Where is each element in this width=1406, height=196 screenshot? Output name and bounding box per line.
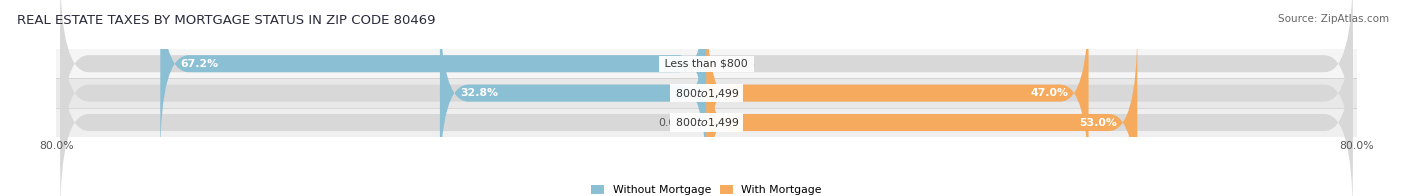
FancyBboxPatch shape xyxy=(707,28,1137,196)
Text: 0.0%: 0.0% xyxy=(727,59,755,69)
Text: REAL ESTATE TAXES BY MORTGAGE STATUS IN ZIP CODE 80469: REAL ESTATE TAXES BY MORTGAGE STATUS IN … xyxy=(17,14,436,27)
Text: 53.0%: 53.0% xyxy=(1080,117,1116,128)
Text: $800 to $1,499: $800 to $1,499 xyxy=(672,87,741,100)
FancyBboxPatch shape xyxy=(60,28,1353,196)
FancyBboxPatch shape xyxy=(440,0,707,187)
FancyBboxPatch shape xyxy=(160,0,707,158)
Legend: Without Mortgage, With Mortgage: Without Mortgage, With Mortgage xyxy=(591,185,823,195)
FancyBboxPatch shape xyxy=(60,0,1353,158)
FancyBboxPatch shape xyxy=(707,0,1088,187)
Text: 32.8%: 32.8% xyxy=(460,88,498,98)
Text: 47.0%: 47.0% xyxy=(1031,88,1069,98)
Text: 0.0%: 0.0% xyxy=(658,117,686,128)
Text: $800 to $1,499: $800 to $1,499 xyxy=(672,116,741,129)
Text: Less than $800: Less than $800 xyxy=(661,59,752,69)
Text: Source: ZipAtlas.com: Source: ZipAtlas.com xyxy=(1278,14,1389,24)
Text: 67.2%: 67.2% xyxy=(180,59,219,69)
Bar xyxy=(56,78,1357,108)
FancyBboxPatch shape xyxy=(60,0,1353,187)
Bar xyxy=(56,49,1357,78)
Bar xyxy=(56,108,1357,137)
